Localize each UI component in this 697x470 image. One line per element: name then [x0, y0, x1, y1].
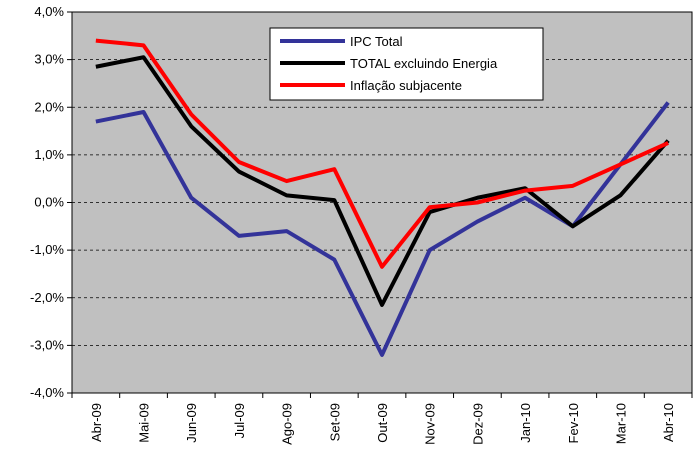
y-tick-label: -1,0%: [30, 242, 64, 257]
y-tick-label: -3,0%: [30, 337, 64, 352]
x-tick-label: Nov-09: [423, 403, 438, 445]
x-tick-label: Mar-10: [613, 403, 628, 444]
x-tick-label: Jan-10: [518, 403, 533, 443]
x-tick-label: Mai-09: [137, 403, 152, 443]
legend-label: IPC Total: [350, 34, 403, 49]
x-tick-label: Abr-10: [661, 403, 676, 442]
y-tick-label: 2,0%: [34, 99, 64, 114]
x-tick-label: Jul-09: [232, 403, 247, 438]
y-tick-label: 4,0%: [34, 4, 64, 19]
series-line: [95, 55, 670, 307]
y-tick-label: 1,0%: [34, 147, 64, 162]
y-tick-label: 3,0%: [34, 52, 64, 67]
legend-label: Inflação subjacente: [350, 78, 462, 93]
y-tick-label: 0,0%: [34, 195, 64, 210]
y-tick-label: -4,0%: [30, 385, 64, 400]
legend-label: TOTAL excluindo Energia: [350, 56, 498, 71]
x-tick-label: Out-09: [375, 403, 390, 443]
x-tick-label: Dez-09: [470, 403, 485, 445]
series-line: [95, 38, 669, 269]
x-tick-label: Ago-09: [280, 403, 295, 445]
x-tick-label: Abr-09: [89, 403, 104, 442]
x-tick-label: Fev-10: [566, 403, 581, 443]
y-tick-label: -2,0%: [30, 290, 64, 305]
x-tick-label: Jun-09: [184, 403, 199, 443]
x-tick-label: Set-09: [327, 403, 342, 441]
